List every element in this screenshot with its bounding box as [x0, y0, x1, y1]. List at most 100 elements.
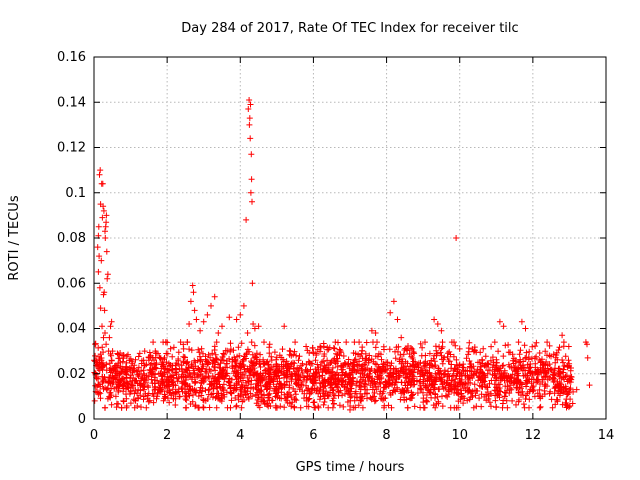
data-point: [151, 365, 158, 372]
data-point: [388, 404, 395, 411]
data-point: [484, 361, 491, 368]
data-point: [128, 358, 135, 365]
data-point: [187, 401, 194, 407]
data-point: [369, 375, 376, 382]
data-point: [317, 343, 324, 350]
data-point: [248, 358, 254, 365]
data-point: [240, 302, 247, 309]
data-point: [237, 374, 244, 381]
data-point: [378, 356, 385, 363]
data-point: [454, 368, 461, 375]
data-point: [492, 370, 499, 377]
data-point: [519, 388, 526, 395]
data-point: [542, 382, 549, 389]
data-point: [231, 385, 238, 392]
data-point: [134, 390, 140, 397]
data-point: [281, 391, 288, 398]
data-point: [321, 383, 328, 390]
data-point: [237, 311, 244, 318]
data-point: [91, 397, 98, 404]
data-point: [213, 404, 220, 411]
data-point: [468, 390, 475, 397]
data-point: [233, 403, 240, 410]
data-point: [272, 368, 279, 375]
data-point: [536, 350, 543, 356]
data-point: [335, 392, 342, 399]
data-point: [167, 362, 173, 369]
data-point: [355, 402, 362, 409]
data-point: [249, 198, 255, 205]
data-point: [393, 378, 399, 385]
data-point: [350, 350, 357, 356]
data-point: [317, 393, 324, 400]
data-point: [246, 97, 253, 103]
data-point: [101, 404, 108, 411]
data-point: [528, 376, 535, 383]
data-point: [96, 381, 102, 388]
data-point: [293, 397, 300, 404]
data-point: [514, 378, 521, 385]
data-point: [518, 318, 525, 325]
data-point: [249, 393, 256, 400]
data-point: [288, 373, 295, 380]
data-point: [371, 398, 378, 405]
data-point: [500, 362, 507, 369]
data-point: [395, 368, 402, 375]
data-point: [339, 369, 346, 376]
data-point: [177, 339, 184, 346]
data-point: [170, 382, 177, 389]
data-point: [312, 357, 319, 364]
data-point: [529, 384, 536, 391]
data-point: [148, 376, 155, 383]
data-point: [444, 350, 451, 357]
data-point: [409, 355, 416, 361]
data-point: [227, 384, 234, 391]
data-point: [200, 318, 207, 325]
data-point: [271, 387, 277, 394]
data-point: [162, 393, 169, 400]
data-point: [366, 368, 373, 374]
data-point: [489, 354, 496, 361]
data-point: [348, 393, 355, 400]
data-point: [211, 364, 218, 371]
y-tick-label: 0.08: [57, 231, 86, 246]
data-point: [520, 401, 527, 408]
data-point: [523, 392, 530, 399]
data-point: [573, 386, 580, 393]
data-point: [552, 401, 559, 408]
data-point: [114, 350, 121, 357]
data-point: [342, 370, 349, 377]
data-point: [190, 392, 196, 398]
data-point: [521, 342, 528, 349]
data-point: [235, 392, 242, 399]
data-point: [348, 378, 355, 384]
data-point: [488, 403, 494, 410]
data-point: [163, 377, 170, 384]
data-point: [113, 404, 120, 411]
data-point: [550, 374, 556, 381]
data-point: [153, 350, 160, 357]
data-point: [211, 293, 218, 300]
data-point: [565, 343, 572, 350]
data-point: [200, 404, 207, 411]
x-tick-label: 10: [451, 428, 468, 443]
axis-ticks: [93, 56, 607, 420]
data-point: [127, 367, 134, 374]
data-point: [553, 396, 560, 403]
data-point: [369, 386, 376, 393]
data-point: [418, 352, 425, 359]
data-point: [409, 395, 416, 401]
data-point: [166, 399, 173, 406]
data-point: [460, 400, 467, 407]
data-point: [203, 366, 210, 373]
data-point: [106, 334, 113, 341]
data-point: [146, 349, 153, 356]
data-point: [448, 377, 455, 384]
data-point: [515, 339, 522, 346]
data-point: [316, 375, 323, 381]
data-point: [295, 357, 302, 364]
data-point: [193, 316, 200, 323]
data-point: [248, 176, 255, 183]
data-point: [281, 404, 288, 411]
